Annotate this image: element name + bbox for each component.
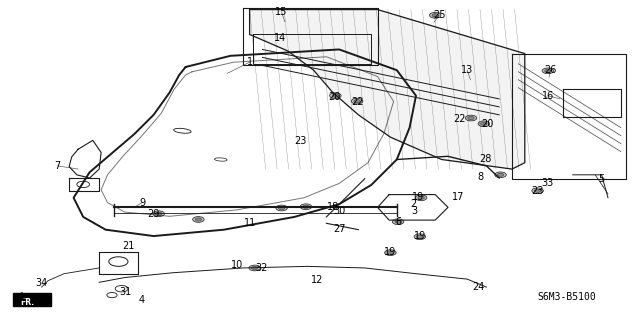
Circle shape — [532, 188, 543, 194]
Circle shape — [542, 68, 554, 74]
Text: 12: 12 — [310, 275, 323, 285]
Circle shape — [429, 12, 441, 18]
Text: 21: 21 — [122, 241, 134, 251]
Text: 2: 2 — [410, 199, 417, 209]
Text: 24: 24 — [472, 282, 485, 292]
Text: 15: 15 — [275, 7, 288, 17]
Circle shape — [395, 220, 401, 223]
Circle shape — [387, 251, 394, 254]
Text: 34: 34 — [35, 278, 47, 288]
Text: 19: 19 — [412, 192, 425, 202]
Circle shape — [478, 121, 490, 127]
Circle shape — [414, 234, 426, 240]
Circle shape — [481, 122, 487, 125]
Circle shape — [276, 205, 287, 211]
Circle shape — [497, 173, 504, 176]
Text: 23: 23 — [531, 186, 544, 197]
Circle shape — [351, 98, 363, 104]
Text: 22: 22 — [351, 97, 364, 107]
Text: 27: 27 — [333, 224, 346, 234]
Circle shape — [332, 94, 339, 97]
Circle shape — [392, 219, 404, 225]
Text: 17: 17 — [452, 192, 465, 202]
Text: 4: 4 — [139, 295, 145, 305]
Text: 3: 3 — [412, 205, 418, 216]
Circle shape — [300, 204, 312, 210]
Text: 14: 14 — [274, 33, 287, 43]
Circle shape — [252, 266, 258, 270]
Text: 26: 26 — [544, 65, 557, 75]
Circle shape — [417, 235, 423, 238]
Text: S6M3-B5100: S6M3-B5100 — [538, 292, 596, 302]
Text: 30: 30 — [333, 206, 346, 216]
Text: 10: 10 — [230, 260, 243, 270]
Circle shape — [278, 206, 285, 210]
FancyBboxPatch shape — [13, 293, 51, 306]
Text: 9: 9 — [139, 197, 145, 208]
Text: FR.: FR. — [20, 298, 35, 307]
Circle shape — [303, 205, 309, 208]
Circle shape — [354, 100, 360, 103]
Text: 32: 32 — [255, 263, 268, 273]
Text: 8: 8 — [477, 172, 483, 182]
Text: 23: 23 — [294, 136, 307, 146]
Circle shape — [156, 212, 162, 215]
Text: 20: 20 — [328, 92, 340, 102]
Circle shape — [465, 115, 477, 121]
Circle shape — [249, 265, 260, 271]
Circle shape — [468, 116, 474, 120]
Circle shape — [195, 218, 202, 221]
Circle shape — [495, 172, 506, 178]
Circle shape — [534, 189, 541, 192]
Text: 1: 1 — [246, 57, 253, 67]
Text: 33: 33 — [541, 178, 554, 189]
Text: 13: 13 — [461, 65, 474, 75]
Text: 6: 6 — [395, 217, 401, 227]
Circle shape — [418, 196, 424, 199]
Text: 28: 28 — [479, 154, 492, 164]
Polygon shape — [250, 10, 525, 169]
Text: 20: 20 — [481, 119, 494, 130]
Circle shape — [415, 195, 427, 201]
Circle shape — [193, 217, 204, 222]
Text: 19: 19 — [413, 231, 426, 241]
Text: 11: 11 — [243, 218, 256, 228]
Text: 16: 16 — [541, 91, 554, 101]
Text: 7: 7 — [54, 161, 61, 171]
Circle shape — [545, 69, 551, 72]
Circle shape — [432, 14, 438, 17]
Text: 19: 19 — [384, 247, 397, 257]
Text: 25: 25 — [433, 10, 445, 20]
Circle shape — [330, 93, 341, 99]
Circle shape — [385, 250, 396, 256]
Circle shape — [153, 211, 164, 217]
Text: 22: 22 — [453, 114, 466, 124]
Text: 31: 31 — [119, 287, 132, 297]
Text: 29: 29 — [147, 209, 160, 219]
Text: 5: 5 — [598, 174, 605, 184]
Text: 18: 18 — [326, 202, 339, 212]
